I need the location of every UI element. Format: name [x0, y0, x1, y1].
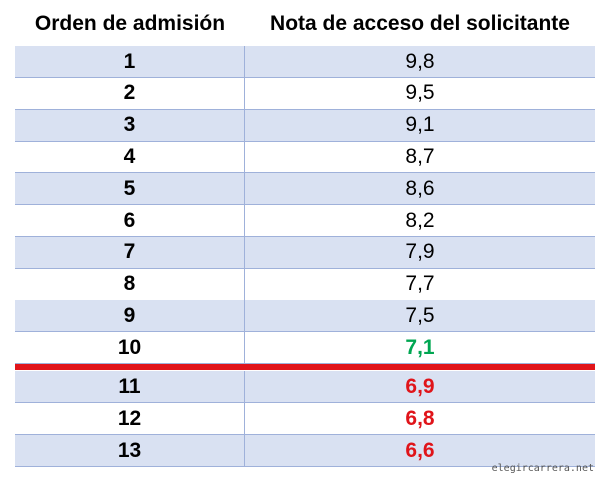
rank-cell: 10	[15, 332, 245, 364]
grade-cell: 9,8	[405, 49, 435, 73]
rank-cell: 5	[15, 173, 245, 205]
table-row: 10 7,1	[15, 332, 595, 365]
table-row: 12 6,8	[15, 403, 595, 435]
header-cell: Nota de acceso del solicitante	[270, 12, 570, 35]
table-row: 1 9,8	[15, 46, 595, 78]
rank-cell: 2	[15, 77, 245, 109]
rank-cell: 8	[15, 268, 245, 300]
rank-cell: 1	[15, 46, 245, 77]
watermark: elegircarrera.net	[491, 463, 594, 474]
grade-cell: 8,7	[405, 144, 435, 168]
cutoff-line	[15, 364, 595, 370]
table-row: 2 9,5	[15, 77, 595, 110]
grade-cell: 8,6	[405, 176, 435, 200]
rank-cell: 12	[15, 403, 245, 434]
table-row: 7 7,9	[15, 236, 595, 269]
grade-cell: 7,5	[405, 303, 435, 327]
grade-cell: 6,8	[405, 406, 435, 430]
table-row: 6 8,2	[15, 205, 595, 237]
grade-cell: 7,1	[405, 335, 435, 359]
table-row: 3 9,1	[15, 109, 595, 142]
grade-cell: 6,6	[405, 438, 435, 462]
rank-cell: 11	[15, 371, 245, 402]
grade-cell: 9,1	[405, 113, 435, 137]
grade-cell: 7,7	[405, 272, 435, 296]
grade-cell: 9,5	[405, 81, 435, 105]
table-row: 11 6,9	[15, 371, 595, 403]
rank-cell: 6	[15, 205, 245, 236]
table-row: 5 8,6	[15, 173, 595, 206]
grade-cell: 8,2	[405, 208, 435, 232]
table-row: 9 7,5	[15, 300, 595, 333]
table-row: 13 6,6	[15, 435, 595, 467]
rank-cell: 13	[15, 435, 245, 466]
table-row: 4 8,7	[15, 141, 595, 174]
rank-cell: 7	[15, 236, 245, 268]
rank-cell: 3	[15, 109, 245, 141]
grade-cell: 7,9	[405, 240, 435, 264]
grade-cell: 6,9	[405, 374, 435, 398]
table-row: 8 7,7	[15, 268, 595, 301]
header-cell: Orden de admisión	[34, 12, 226, 35]
rank-cell: 9	[15, 300, 245, 332]
rank-cell: 4	[15, 141, 245, 173]
